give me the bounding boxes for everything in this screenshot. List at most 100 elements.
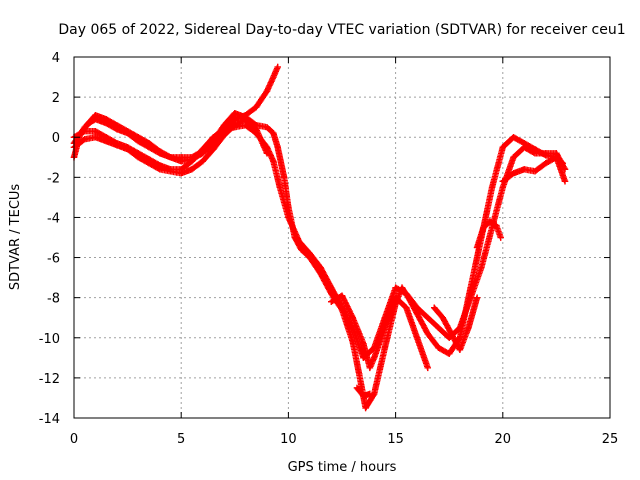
- series-segment-f: [430, 294, 481, 354]
- y-tick-label: 4: [52, 51, 60, 66]
- x-axis-label: GPS time / hours: [288, 460, 397, 475]
- data-point: [448, 330, 455, 337]
- y-tick-label: -8: [47, 292, 60, 307]
- data-point: [328, 284, 335, 291]
- data-point: [480, 224, 487, 231]
- data-point: [270, 130, 277, 137]
- data-point: [231, 115, 238, 123]
- data-point: [210, 146, 217, 153]
- data-point: [531, 150, 539, 157]
- data-point: [81, 123, 88, 131]
- data-point: [135, 134, 142, 141]
- data-point: [113, 121, 121, 129]
- data-point: [542, 150, 549, 157]
- data-point: [493, 222, 500, 229]
- data-point: [497, 234, 504, 241]
- data-point: [231, 109, 238, 117]
- series-track-c: [70, 63, 281, 165]
- data-point: [403, 290, 410, 297]
- data-point: [370, 354, 378, 362]
- data-point: [403, 304, 410, 311]
- data-point: [274, 144, 281, 151]
- data-point: [328, 298, 335, 305]
- series-marks: [70, 63, 281, 165]
- data-point: [542, 160, 549, 167]
- data-point: [381, 344, 389, 352]
- data-point: [366, 364, 374, 372]
- data-point: [473, 294, 481, 301]
- series-segment-i: [353, 384, 374, 400]
- data-point: [295, 238, 303, 245]
- x-tick-label: 0: [70, 432, 78, 447]
- data-points: [70, 63, 569, 412]
- data-point: [178, 158, 185, 165]
- data-point: [135, 154, 142, 161]
- data-point: [531, 168, 539, 175]
- data-point: [199, 150, 206, 157]
- data-point: [178, 170, 185, 177]
- series-segment-g: [473, 218, 504, 251]
- data-point: [521, 144, 528, 151]
- data-point: [499, 144, 506, 151]
- data-point: [306, 250, 314, 257]
- x-tick-label: 25: [602, 432, 619, 447]
- y-tick-label: -12: [39, 372, 60, 387]
- data-point: [362, 404, 369, 412]
- data-point: [102, 115, 110, 123]
- data-point: [456, 346, 464, 354]
- data-point: [276, 184, 284, 191]
- data-point: [92, 134, 99, 141]
- x-tick-label: 10: [280, 432, 297, 447]
- data-point: [366, 390, 374, 398]
- data-point: [413, 304, 421, 311]
- data-point: [349, 314, 356, 321]
- data-point: [510, 134, 517, 141]
- data-point: [486, 218, 494, 225]
- data-point: [430, 304, 438, 311]
- data-point: [220, 132, 228, 139]
- data-point: [263, 87, 271, 95]
- data-point: [439, 314, 446, 321]
- data-point: [488, 184, 496, 191]
- data-point: [145, 140, 153, 147]
- data-point: [285, 214, 292, 221]
- data-point: [561, 178, 569, 185]
- data-point: [413, 310, 421, 317]
- data-point: [156, 148, 163, 155]
- y-tick-label: -14: [39, 412, 60, 427]
- data-point: [353, 384, 361, 392]
- data-point: [124, 128, 131, 135]
- data-point: [167, 154, 174, 161]
- x-tick-label: 5: [177, 432, 185, 447]
- y-tick-label: -6: [47, 252, 60, 267]
- data-point: [456, 324, 464, 331]
- data-point: [124, 146, 131, 153]
- data-point: [510, 170, 517, 177]
- axis-ticks: 0 5 10 15 20 25 -14 -12 -10 -8 -6 -4 -2 0 2 4: [39, 51, 619, 447]
- data-point: [263, 123, 271, 131]
- data-point: [242, 121, 249, 129]
- data-point: [242, 115, 249, 123]
- data-point: [392, 294, 399, 301]
- data-point: [360, 392, 367, 400]
- data-point: [465, 324, 472, 331]
- data-point: [145, 160, 153, 167]
- data-point: [263, 150, 271, 157]
- y-tick-label: -10: [39, 332, 60, 347]
- data-point: [435, 324, 442, 331]
- data-point: [253, 126, 260, 133]
- series-segment-e: [328, 292, 431, 372]
- data-point: [102, 138, 110, 145]
- y-axis-label: SDTVAR / TECUs: [8, 184, 23, 291]
- grid: [74, 57, 610, 418]
- data-point: [167, 168, 174, 175]
- data-point: [270, 158, 277, 165]
- data-point: [199, 158, 206, 165]
- data-point: [338, 304, 346, 311]
- data-point: [413, 334, 421, 341]
- data-point: [392, 284, 399, 291]
- data-point: [499, 184, 506, 191]
- data-point: [355, 370, 363, 378]
- data-point: [188, 156, 196, 163]
